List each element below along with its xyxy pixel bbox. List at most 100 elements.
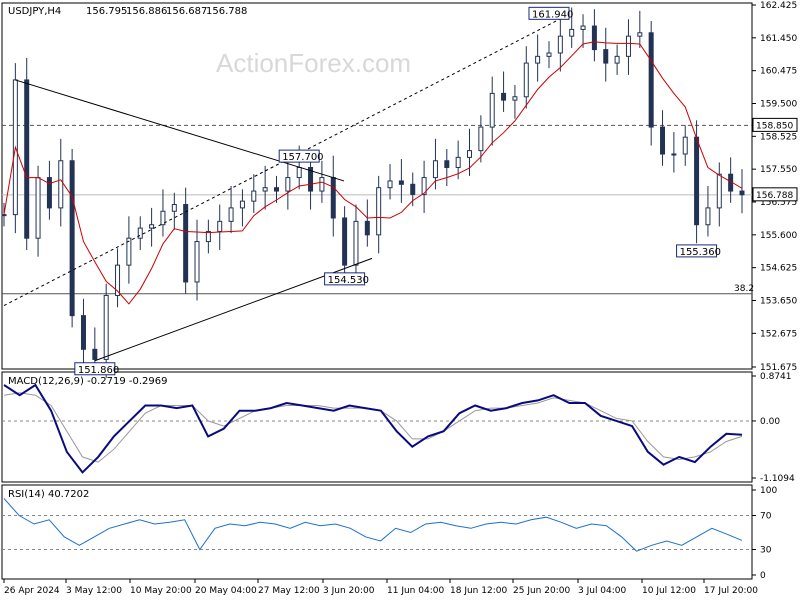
x-tick-label: 10 May 20:00 — [130, 586, 192, 596]
candle-body — [69, 160, 75, 317]
price-tick-label: 161.450 — [760, 34, 797, 44]
trend-line-down — [15, 79, 345, 182]
candle-body — [183, 204, 189, 283]
price-annotation-label: 155.360 — [680, 247, 721, 258]
candle-body — [92, 348, 98, 360]
symbol-header: USDJPY,H4 — [8, 6, 61, 17]
candle-body — [489, 92, 495, 128]
candle-body — [648, 32, 654, 128]
candle-body — [716, 173, 722, 209]
candle-body — [410, 183, 416, 195]
ohlc-low: 156.687 — [166, 6, 207, 17]
fib-label: 38.2 — [734, 284, 754, 294]
x-axis: 26 Apr 2024 3 May 12:00 10 May 20:00 20 May… — [3, 579, 758, 596]
candle-body — [444, 160, 450, 168]
candle-body — [58, 160, 64, 209]
candle-body — [739, 190, 745, 196]
candle-body — [682, 136, 688, 155]
price-tick-label: 151.675 — [760, 363, 797, 373]
level-label-box — [752, 117, 798, 132]
price-annotation-box — [278, 149, 320, 163]
candle-body — [501, 92, 507, 101]
macd-tick-label: 0.8741 — [760, 372, 792, 382]
x-tick-label: 3 Jun 20:00 — [323, 586, 375, 596]
candle-body — [705, 207, 711, 226]
candle-body — [205, 230, 211, 243]
macd-main-line — [3, 383, 743, 474]
candle-body — [478, 126, 484, 152]
price-annotation-box — [74, 362, 116, 376]
x-tick-label: 26 Apr 2024 — [4, 586, 60, 596]
x-tick-label: 10 Jul 12:00 — [642, 586, 696, 596]
ohlc-close: 156.788 — [206, 6, 247, 17]
x-tick-label: 3 May 12:00 — [66, 586, 122, 596]
level-label: 158.850 — [756, 121, 793, 131]
candle-body — [115, 264, 121, 296]
candle-body — [160, 210, 166, 226]
moving-average-line — [3, 41, 743, 305]
candle-body — [353, 220, 359, 266]
ohlc-open: 156.795 — [86, 6, 127, 17]
candle-body — [625, 35, 631, 57]
candle-body — [319, 177, 325, 192]
price-annotation-label: 161.940 — [532, 9, 573, 20]
candle-body — [546, 52, 552, 57]
candle-body — [591, 25, 597, 51]
price-tick-label: 153.650 — [760, 296, 797, 306]
candle-body — [251, 190, 257, 202]
candle-body — [126, 237, 132, 266]
x-tick-label: 3 Jul 04:00 — [578, 586, 627, 596]
candle-body — [330, 177, 336, 219]
price-layer: 162.425 161.450 160.475 159.500 158.525 157.5… — [1, 1, 798, 378]
rsi-layer: 100 70 30 0 — [2, 486, 777, 581]
price-tick-label: 159.500 — [760, 99, 797, 109]
candle-body — [137, 227, 143, 239]
current-price-box — [752, 187, 798, 202]
rsi-tick-label: 30 — [760, 546, 772, 556]
candle-body — [24, 79, 30, 239]
candle-body — [285, 177, 291, 192]
x-tick-label: 27 May 12:00 — [258, 586, 320, 596]
macd-pane — [1, 371, 753, 483]
ohlc-high: 156.886 — [126, 6, 167, 17]
rsi-tick-label: 100 — [760, 486, 777, 496]
candle-body — [421, 177, 427, 195]
price-annotation-label: 154.530 — [328, 275, 369, 286]
rsi-tick-label: 0 — [760, 571, 766, 581]
candle-body — [46, 177, 52, 209]
candle-body — [149, 224, 155, 229]
candle-body — [467, 150, 473, 158]
x-tick-label: 11 Jun 04:00 — [387, 586, 444, 596]
candle-body — [308, 166, 314, 192]
price-annotation-label: 157.700 — [282, 152, 323, 163]
candle-body — [398, 180, 404, 185]
candle-body — [387, 180, 393, 189]
candle-body — [455, 156, 461, 168]
rsi-header: RSI(14) 40.7202 — [8, 489, 89, 500]
macd-tick-label: -1.1094 — [760, 474, 795, 484]
candle-body — [603, 49, 609, 64]
price-tick-label: 162.425 — [760, 1, 797, 11]
candle-body — [376, 187, 382, 236]
candle-body — [262, 187, 268, 192]
macd-header: MACD(12,26,9) -0.2719 -0.2969 — [8, 376, 168, 387]
price-pane — [1, 2, 753, 370]
candle-body — [217, 220, 223, 232]
price-tick-label: 157.550 — [760, 165, 797, 175]
candle-body — [273, 187, 279, 192]
candle-body — [103, 294, 109, 360]
price-annotation-label: 151.860 — [78, 365, 119, 376]
price-annotation-box — [676, 244, 718, 258]
candle-body — [535, 55, 541, 64]
price-tick-label: 156.575 — [760, 198, 797, 208]
price-tick-label: 158.525 — [760, 132, 797, 142]
candle-body — [239, 200, 245, 209]
price-tick-label: 154.625 — [760, 264, 797, 274]
candle-body — [342, 217, 348, 266]
candle-body — [1, 214, 7, 217]
candle-body — [194, 241, 200, 283]
x-tick-label: 20 May 04:00 — [195, 586, 257, 596]
macd-tick-label: 0.00 — [760, 417, 780, 427]
price-tick-label: 160.475 — [760, 67, 797, 77]
